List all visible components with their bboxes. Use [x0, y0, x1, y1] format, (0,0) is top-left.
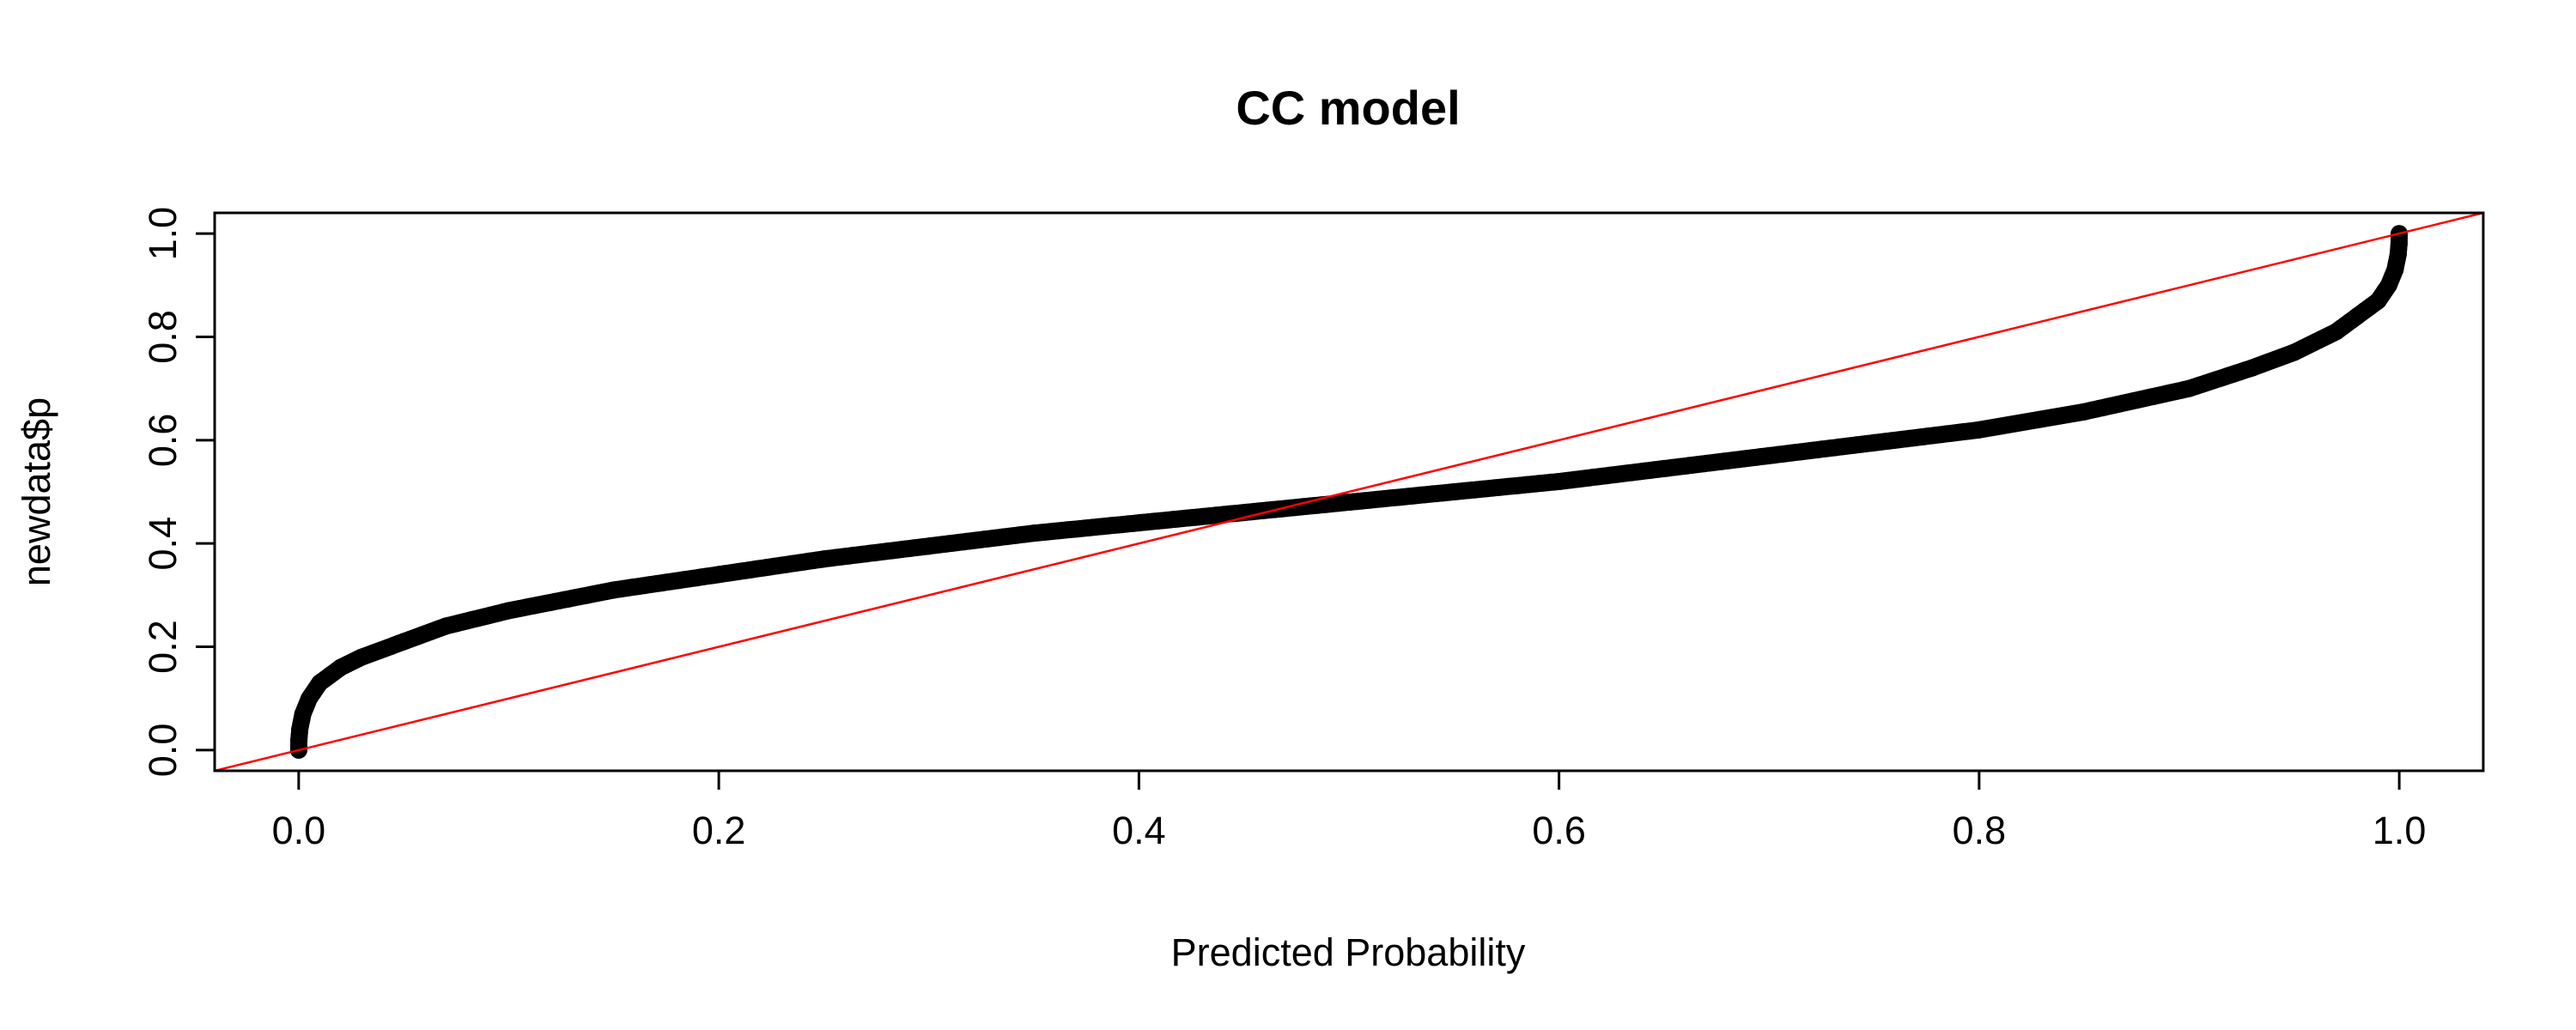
data-point	[2180, 379, 2198, 397]
y-tick-label: 0.4	[141, 517, 185, 571]
y-axis-label: newdata$p	[15, 397, 58, 586]
data-point	[1025, 524, 1043, 542]
y-tick-label: 0.2	[141, 620, 185, 674]
reference-line	[214, 211, 2484, 772]
y-tick-label: 1.0	[141, 207, 185, 261]
y-tick-label: 0.6	[141, 414, 185, 468]
data-point	[1865, 433, 1883, 451]
data-point	[1970, 421, 1988, 439]
data-point	[1130, 514, 1148, 532]
plot-frame	[213, 211, 2485, 772]
data-point	[2075, 403, 2093, 421]
x-axis-label: Predicted Probability	[1171, 930, 1526, 974]
data-point	[2369, 292, 2387, 310]
data-point	[2327, 323, 2345, 341]
axes: 0.0 0.2 0.4 0.6 0.8 1.0 0.0 0.2 0.4 0.6 0.8 1.0	[141, 207, 2426, 852]
data-point	[605, 581, 623, 599]
data-point	[2348, 307, 2366, 325]
x-tick-label: 0.0	[272, 809, 326, 852]
data-point	[710, 566, 728, 584]
chart-title: CC model	[1236, 81, 1460, 135]
x-tick-label: 0.8	[1953, 809, 2007, 852]
data-point	[1550, 473, 1568, 490]
data-point	[311, 674, 329, 692]
data-point	[1760, 446, 1778, 464]
x-tick-label: 1.0	[2372, 809, 2427, 852]
y-tick-label: 0.0	[141, 724, 185, 778]
data-point	[353, 648, 371, 666]
data-point	[1445, 483, 1463, 500]
data-point	[815, 550, 833, 568]
data-point	[500, 602, 518, 620]
data-point	[437, 617, 455, 635]
data-point	[1655, 459, 1673, 477]
data-point	[294, 705, 312, 723]
reference-line-layer	[214, 211, 2484, 772]
data-points	[289, 225, 2409, 759]
data-point	[2285, 343, 2303, 361]
data-point	[331, 658, 349, 676]
data-point	[291, 720, 309, 738]
data-point	[2379, 276, 2397, 294]
data-point	[395, 633, 413, 651]
data-point	[2386, 261, 2404, 279]
data-point	[920, 537, 938, 555]
data-point	[301, 689, 319, 707]
x-tick-label: 0.2	[692, 809, 746, 852]
data-point	[2243, 359, 2261, 377]
x-tick-label: 0.4	[1112, 809, 1166, 852]
data-point	[1340, 494, 1358, 511]
y-tick-label: 0.8	[141, 310, 185, 364]
x-tick-label: 0.6	[1532, 809, 1586, 852]
